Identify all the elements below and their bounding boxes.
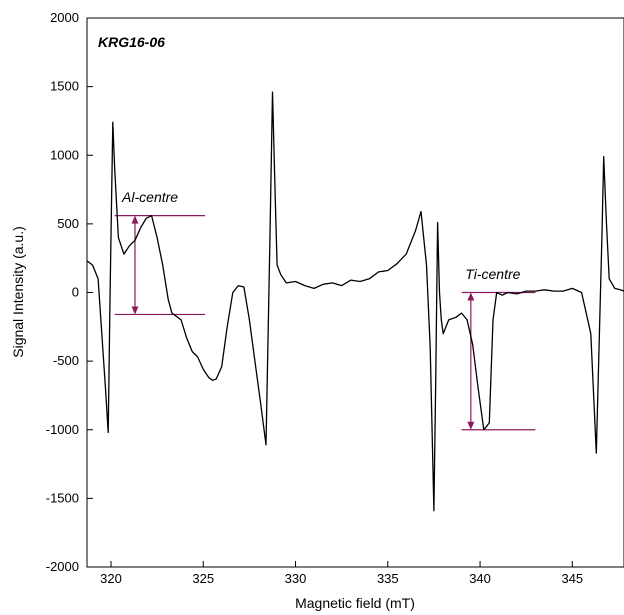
plot-frame [86, 17, 624, 568]
y-tick-label: 1500 [50, 79, 79, 94]
y-tick-label: 500 [57, 216, 79, 231]
annotation-arrowhead-up [467, 292, 475, 301]
annotation-layer: Al-centre Ti-centre [114, 189, 536, 431]
spectrum-line [86, 91, 624, 512]
x-axis-title: Magnetic field (mT) [295, 595, 415, 611]
x-tick-label: 330 [285, 571, 307, 586]
annotation-arrowhead-down [467, 421, 475, 430]
y-axis-title: Signal Intensity (a.u.) [10, 226, 26, 358]
x-tick-label: 340 [469, 571, 491, 586]
y-tick-label: -500 [53, 353, 79, 368]
y-tick-label: -1000 [46, 422, 79, 437]
y-tick-label: 2000 [50, 10, 79, 25]
ticks-layer: 320 325 330 335 340 345 -2000 -1500 -1000 -500 0 50… [46, 10, 583, 586]
y-tick-label: 0 [72, 285, 79, 300]
x-tick-label: 320 [100, 571, 122, 586]
y-tick-label: -1500 [46, 490, 79, 505]
y-tick-label: -2000 [46, 559, 79, 574]
x-tick-label: 335 [377, 571, 399, 586]
annotation-label: Al-centre [121, 189, 178, 205]
y-tick-label: 1000 [50, 147, 79, 162]
x-tick-label: 325 [192, 571, 214, 586]
x-tick-label: 345 [561, 571, 583, 586]
annotation-label: Ti-centre [465, 266, 520, 282]
annotation-arrowhead-up [131, 215, 139, 224]
annotation-arrowhead-down [131, 306, 139, 315]
sample-label: KRG16-06 [98, 34, 165, 50]
